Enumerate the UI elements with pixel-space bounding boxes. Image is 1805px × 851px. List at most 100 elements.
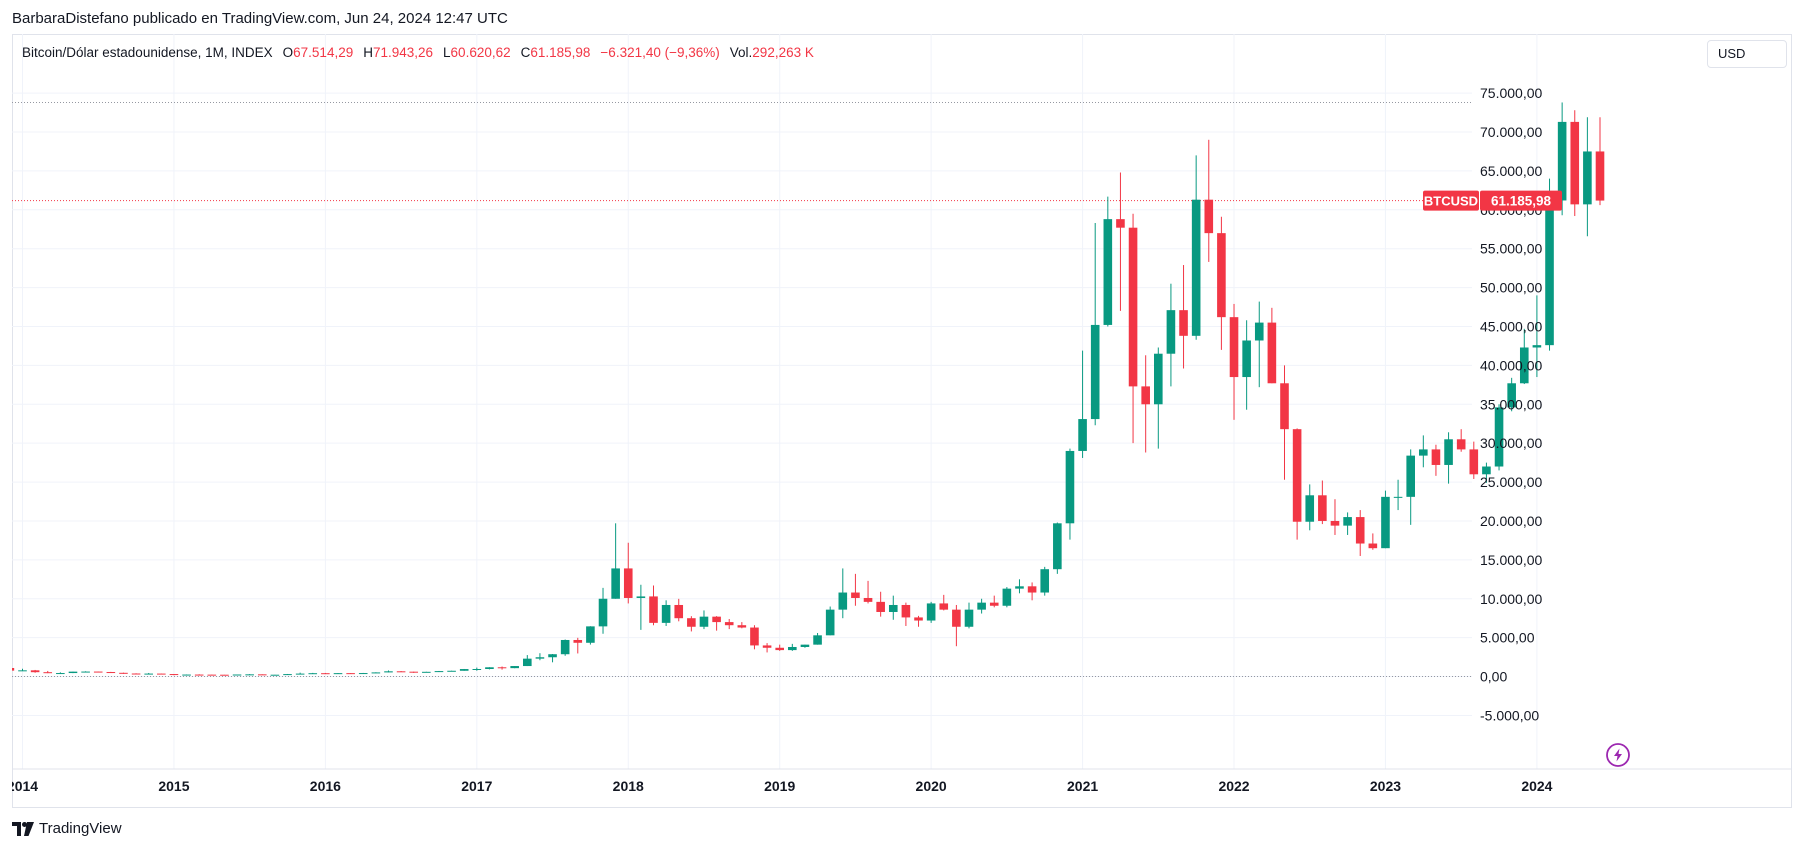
candle bbox=[851, 573, 860, 606]
last-price-badge-label: 61.185,98 bbox=[1491, 194, 1552, 209]
candle-body bbox=[131, 673, 141, 675]
candle-body bbox=[762, 645, 772, 648]
candle-body bbox=[1532, 345, 1542, 348]
candle-body bbox=[560, 639, 570, 655]
candle-body bbox=[207, 674, 217, 676]
candle-body bbox=[396, 671, 406, 673]
candle bbox=[699, 610, 709, 630]
candle-body bbox=[523, 658, 532, 667]
candle bbox=[636, 584, 646, 630]
footer-brand[interactable]: TradingView bbox=[12, 820, 122, 837]
candle-body bbox=[56, 673, 65, 675]
candle bbox=[661, 600, 671, 626]
candle bbox=[409, 671, 419, 673]
candlestick-chart[interactable]: -5.000,00 0,00 5.000,00 10.000,00 15.000,00 2… bbox=[12, 34, 1792, 808]
lightning-icon[interactable] bbox=[1605, 742, 1631, 768]
price-tick-label: 15.000,00 bbox=[1480, 552, 1542, 568]
candle bbox=[447, 670, 456, 672]
candle-body bbox=[510, 666, 519, 669]
candle bbox=[825, 606, 835, 636]
candle-body bbox=[93, 671, 103, 673]
reference-lines bbox=[12, 101, 1472, 678]
tradingview-logo-icon bbox=[12, 821, 34, 836]
candle-body bbox=[687, 618, 696, 627]
candle-body bbox=[1078, 419, 1087, 451]
candle-body bbox=[1570, 121, 1580, 205]
candle bbox=[737, 622, 747, 629]
ticker-badge-label: BTCUSD bbox=[1424, 194, 1478, 209]
price-tick-label: 45.000,00 bbox=[1480, 318, 1542, 334]
candle bbox=[1254, 301, 1264, 388]
candle bbox=[1305, 484, 1315, 531]
candle-body bbox=[220, 674, 229, 676]
candle bbox=[674, 598, 684, 622]
candle bbox=[586, 626, 595, 645]
price-tick-label: 40.000,00 bbox=[1480, 357, 1542, 373]
candle bbox=[1318, 480, 1327, 525]
candle bbox=[687, 616, 696, 632]
candle-body bbox=[497, 667, 507, 669]
candle-body bbox=[1103, 219, 1113, 325]
candle bbox=[43, 670, 53, 674]
candle-body bbox=[1507, 383, 1516, 408]
candle bbox=[914, 615, 923, 627]
candle-body bbox=[157, 673, 166, 675]
candle-body bbox=[775, 647, 784, 651]
legend-vol-label: Vol. bbox=[729, 45, 753, 60]
candle-body bbox=[1330, 520, 1340, 526]
candle-body bbox=[371, 672, 381, 674]
candle bbox=[1090, 223, 1100, 426]
legend-high-value: 71.943,26 bbox=[372, 45, 434, 60]
chart-frame bbox=[12, 34, 1792, 808]
candle bbox=[1494, 404, 1504, 471]
candle bbox=[18, 668, 27, 672]
time-axis: 2014 2015 2016 2017 2018 2019 2020 2021 2022 2023… bbox=[12, 778, 1553, 794]
candle-body bbox=[1431, 449, 1441, 465]
candle-body bbox=[384, 671, 393, 673]
candle bbox=[813, 632, 822, 645]
candle-body bbox=[535, 657, 545, 659]
price-badges: BTCUSD 61.185,98 bbox=[1423, 190, 1562, 211]
candle-body bbox=[1292, 429, 1302, 522]
candle bbox=[182, 674, 191, 676]
candle bbox=[1343, 512, 1352, 535]
candle bbox=[1267, 307, 1277, 384]
candle bbox=[283, 673, 292, 676]
candle-body bbox=[1179, 310, 1188, 336]
candle bbox=[989, 595, 999, 608]
candle-body bbox=[548, 654, 557, 658]
candle bbox=[1381, 490, 1390, 549]
candle bbox=[1583, 117, 1592, 237]
candle bbox=[876, 591, 885, 617]
candle-body bbox=[1204, 199, 1214, 234]
candle-body bbox=[447, 670, 456, 672]
candle bbox=[1002, 587, 1012, 608]
candle-body bbox=[308, 673, 318, 675]
candle bbox=[434, 670, 444, 673]
candle-body bbox=[333, 673, 343, 675]
candle bbox=[1103, 196, 1113, 327]
price-tick-label: 20.000,00 bbox=[1480, 513, 1542, 529]
candle-body bbox=[800, 644, 810, 647]
candle bbox=[510, 666, 519, 669]
candle-body bbox=[1494, 407, 1504, 467]
candle bbox=[220, 674, 229, 676]
candle-body bbox=[1393, 496, 1403, 498]
candle-body bbox=[863, 597, 873, 602]
candle-body bbox=[12, 667, 15, 671]
candle-body bbox=[598, 598, 608, 627]
candle bbox=[308, 672, 318, 675]
candle-body bbox=[1141, 386, 1150, 405]
candle-body bbox=[724, 622, 734, 626]
candle-body bbox=[358, 673, 368, 675]
candle bbox=[371, 672, 381, 674]
candle-body bbox=[1456, 439, 1466, 450]
currency-button[interactable]: USD bbox=[1707, 40, 1787, 68]
symbol-legend: Bitcoin/Dólar estadounidense, 1M, INDEX O… bbox=[22, 45, 814, 60]
candle-body bbox=[409, 671, 419, 673]
candle bbox=[1532, 295, 1542, 378]
candle bbox=[800, 644, 810, 648]
candle bbox=[901, 602, 911, 626]
candle-body bbox=[1267, 322, 1277, 384]
candle bbox=[1027, 582, 1037, 601]
